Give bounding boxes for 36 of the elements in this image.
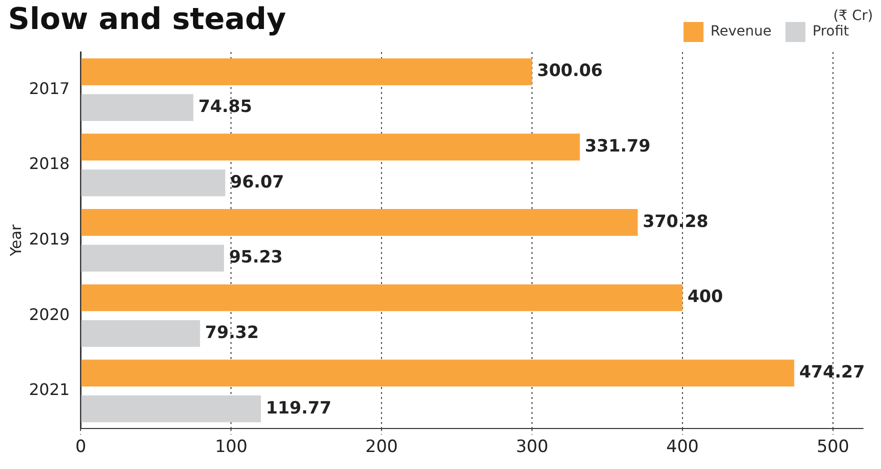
- legend-label: Revenue: [710, 24, 772, 40]
- data-label: 74.85: [198, 96, 252, 117]
- x-tick-label: 500: [816, 437, 850, 458]
- data-label: 400: [687, 287, 724, 308]
- y-axis-title: Year: [6, 224, 25, 258]
- data-label: 331.79: [584, 136, 650, 157]
- y-tick-label: 2021: [29, 380, 70, 400]
- bar: [81, 395, 261, 422]
- x-tick-label: 400: [666, 437, 699, 458]
- data-label: 95.23: [228, 248, 283, 268]
- bar: [81, 320, 200, 347]
- x-tick-label: 100: [214, 437, 248, 458]
- data-label: 370.28: [642, 212, 708, 232]
- x-tick-label: 0: [75, 437, 86, 458]
- y-tick-label: 2018: [29, 154, 70, 174]
- bar: [81, 208, 638, 236]
- bar: [81, 284, 682, 312]
- data-label: 119.77: [266, 398, 332, 418]
- bar: [81, 134, 580, 161]
- data-label: 79.32: [205, 322, 259, 343]
- x-tick-label: 200: [365, 437, 398, 458]
- bar: [81, 94, 194, 121]
- data-label: 96.07: [230, 172, 284, 192]
- data-label: 474.27: [799, 362, 865, 382]
- legend-label: Profit: [812, 24, 850, 40]
- data-label: 300.06: [537, 61, 603, 82]
- text: (₹ Cr): [833, 8, 873, 24]
- bar: [81, 169, 226, 196]
- y-tick-label: 2019: [29, 229, 70, 248]
- y-tick-label: 2017: [29, 78, 70, 98]
- bar: [81, 58, 532, 86]
- bar: [81, 360, 794, 386]
- y-tick-label: 2020: [29, 304, 70, 324]
- chart-title: Slow and steady: [8, 2, 286, 37]
- x-tick-label: 300: [516, 437, 548, 458]
- bar: [81, 244, 224, 272]
